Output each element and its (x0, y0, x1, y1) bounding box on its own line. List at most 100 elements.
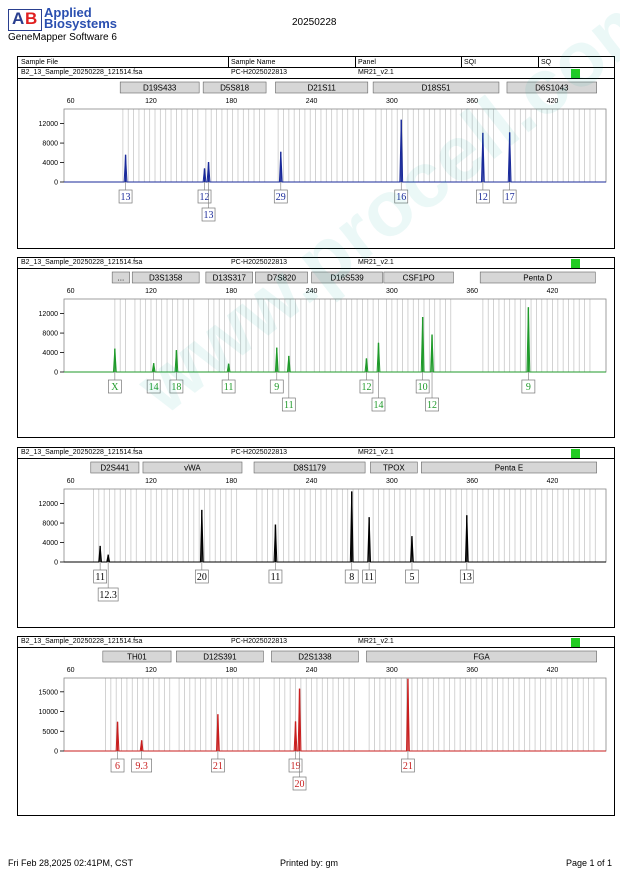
col-sq: SQ (541, 59, 552, 66)
locus-label: ... (118, 274, 125, 283)
locus-box (131, 271, 200, 284)
y-tick-label: 4000 (42, 160, 58, 167)
allele-box (362, 569, 376, 584)
col-panel: Panel (358, 59, 376, 66)
sample-name: PC-H2025022813 (231, 259, 288, 266)
x-tick-label: 300 (386, 288, 398, 295)
allele-box (288, 758, 303, 773)
locus-box (102, 650, 172, 663)
allele-label: 19 (291, 761, 301, 772)
locus-box (111, 271, 130, 284)
allele-box (211, 758, 225, 773)
x-tick-label: 180 (225, 98, 237, 105)
locus-box (506, 81, 597, 94)
locus-box (202, 81, 267, 94)
allele-box (110, 758, 125, 773)
x-tick-label: 180 (225, 478, 237, 485)
y-tick-label: 12000 (39, 121, 59, 128)
allele-label: 12 (427, 400, 437, 411)
allele-box (169, 379, 184, 394)
y-tick-label: 12000 (39, 501, 59, 508)
panel-name: MR21_v2.1 (358, 449, 394, 456)
panel-info: B2_13_Sample_20250228_121514.fsa PC-H202… (18, 448, 614, 459)
y-tick-label: 15000 (39, 689, 59, 696)
locus-label: D2S1338 (298, 653, 332, 662)
y-tick-label: 0 (54, 560, 58, 567)
allele-box (359, 379, 374, 394)
locus-label: D18S51 (422, 84, 451, 93)
panel-info: B2_13_Sample_20250228_121514.fsa PC-H202… (18, 637, 614, 648)
allele-label: 21 (213, 761, 223, 772)
sample-file: B2_13_Sample_20250228_121514.fsa (21, 449, 143, 456)
electropherogram-plot: D2S441 vWA D8S1179 TPOX Penta E 60 120 180 240 30… (39, 461, 607, 602)
locus-label: D3S1358 (149, 274, 183, 283)
allele-box (292, 776, 307, 791)
x-tick-label: 420 (547, 98, 559, 105)
locus-label: D13S317 (213, 274, 247, 283)
locus-label: D7S820 (267, 274, 296, 283)
x-tick-label: 180 (225, 667, 237, 674)
allele-box (371, 397, 386, 412)
panel-name: MR21_v2.1 (358, 259, 394, 266)
x-tick-label: 240 (306, 667, 318, 674)
x-tick-label: 240 (306, 98, 318, 105)
allele-box (521, 379, 536, 394)
allele-box (394, 189, 409, 204)
allele-box (344, 569, 359, 584)
x-tick-label: 360 (466, 288, 478, 295)
sample-file: B2_13_Sample_20250228_121514.fsa (21, 259, 143, 266)
x-tick-label: 60 (67, 478, 75, 485)
electropherogram-panel-1: B2_13_Sample_20250228_121514.fsa PC-H202… (17, 67, 615, 249)
allele-label: 9 (526, 382, 531, 393)
x-tick-label: 240 (306, 478, 318, 485)
allele-label: 9 (274, 382, 279, 393)
allele-label: 11 (364, 572, 374, 583)
allele-label: 13 (462, 572, 472, 583)
allele-box (268, 569, 283, 584)
y-tick-label: 4000 (42, 350, 58, 357)
electropherogram-panel-2: B2_13_Sample_20250228_121514.fsa PC-H202… (17, 257, 615, 438)
signal-trace (64, 678, 606, 752)
x-tick-label: 360 (466, 98, 478, 105)
x-tick-label: 120 (145, 288, 157, 295)
allele-box (502, 189, 517, 204)
sample-name: PC-H2025022813 (231, 69, 288, 76)
y-tick-label: 8000 (42, 521, 58, 528)
sq-status-indicator (571, 69, 580, 78)
x-tick-label: 300 (386, 478, 398, 485)
locus-label: D5S818 (220, 84, 249, 93)
allele-box (197, 189, 212, 204)
allele-label: 14 (149, 382, 159, 393)
x-tick-label: 180 (225, 288, 237, 295)
footer-printed-by: Printed by: gm (280, 858, 339, 868)
locus-label: FGA (473, 653, 490, 662)
allele-label: 20 (197, 572, 207, 583)
locus-label: D8S1179 (293, 464, 326, 473)
x-tick-label: 420 (547, 288, 559, 295)
locus-box (366, 650, 597, 663)
locus-label: D21S11 (307, 84, 336, 93)
x-tick-label: 60 (67, 667, 75, 674)
locus-box (271, 650, 359, 663)
locus-box (370, 461, 418, 474)
y-tick-label: 8000 (42, 331, 58, 338)
x-tick-label: 420 (547, 667, 559, 674)
electropherogram-panel-3: B2_13_Sample_20250228_121514.fsa PC-H202… (17, 447, 615, 628)
allele-label: 12 (361, 382, 371, 393)
x-tick-label: 120 (145, 478, 157, 485)
sample-file: B2_13_Sample_20250228_121514.fsa (21, 638, 143, 645)
locus-label: D6S1043 (535, 84, 569, 93)
locus-label: CSF1PO (403, 274, 435, 283)
allele-label: 10 (418, 382, 428, 393)
panel-name: MR21_v2.1 (358, 638, 394, 645)
col-sqi: SQI (464, 59, 477, 66)
x-tick-label: 300 (386, 667, 398, 674)
allele-label: 11 (95, 572, 105, 583)
sq-status-indicator (571, 259, 580, 268)
allele-label: 9.3 (135, 761, 148, 772)
electropherogram-panel-4: B2_13_Sample_20250228_121514.fsa PC-H202… (17, 636, 615, 816)
locus-box (479, 271, 596, 284)
locus-box (90, 461, 140, 474)
electropherogram-plot: ... D3S1358 D13S317 D7S820 D16S539 CSF1PO Pent… (39, 271, 607, 412)
